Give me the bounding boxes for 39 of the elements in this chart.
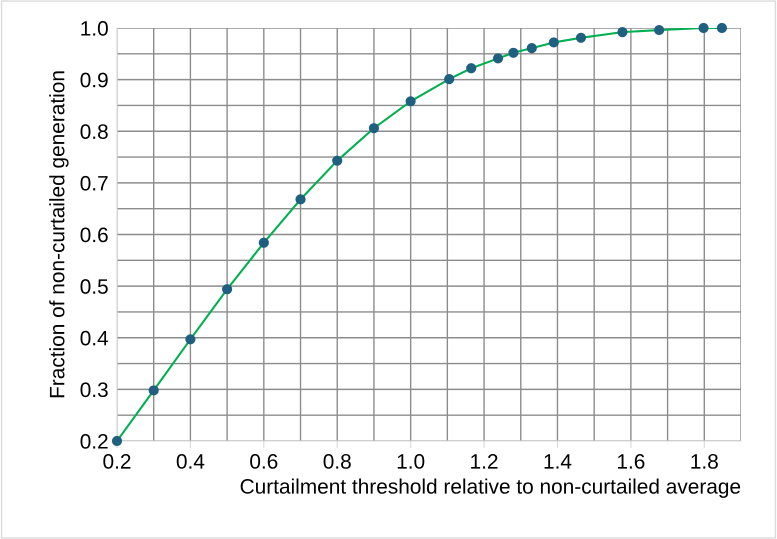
x-tick-label: 1.4: [544, 454, 572, 469]
x-tick-label: 0.4: [176, 454, 204, 469]
y-tick-label: 0.2: [80, 434, 108, 449]
x-tick-label: 0.8: [324, 454, 351, 469]
point: [526, 43, 537, 54]
x-tick-label: 1.0: [398, 454, 424, 469]
x-tick-label: 0.6: [250, 454, 278, 469]
point: [444, 74, 454, 84]
x-tick-label: 0.2: [103, 454, 130, 469]
y-tick-label: 0.4: [80, 330, 108, 346]
y-tick-label: 0.3: [80, 382, 108, 398]
point: [492, 53, 504, 64]
point: [368, 123, 380, 134]
y-tick-label: 0.7: [80, 176, 108, 191]
point: [222, 284, 232, 294]
x-tick-label: 1.6: [618, 454, 644, 469]
y-tick-label: 0.6: [80, 228, 108, 242]
point: [576, 32, 586, 43]
x-tick-label: 1.2: [471, 454, 498, 469]
x-tick-label: 1.8: [691, 454, 718, 469]
y-tick-label: 0.8: [80, 124, 108, 140]
point: [185, 334, 196, 344]
y-axis-title: Fraction of non-curtailed generation: [49, 71, 69, 398]
point: [716, 22, 727, 34]
point: [508, 48, 519, 58]
point: [698, 22, 709, 34]
x-axis-title: Curtailment threshold relative to non-curtailed average: [240, 478, 740, 498]
point: [654, 24, 664, 36]
point: [406, 96, 416, 106]
point: [617, 27, 628, 38]
point: [332, 156, 342, 166]
y-tick-label: 0.9: [80, 72, 108, 88]
point: [466, 63, 476, 74]
point: [148, 385, 159, 396]
point: [258, 238, 269, 248]
y-tick-label: 0.5: [80, 279, 108, 294]
y-tick-label: 1.0: [81, 21, 108, 36]
point: [548, 37, 559, 48]
point: [295, 194, 306, 204]
